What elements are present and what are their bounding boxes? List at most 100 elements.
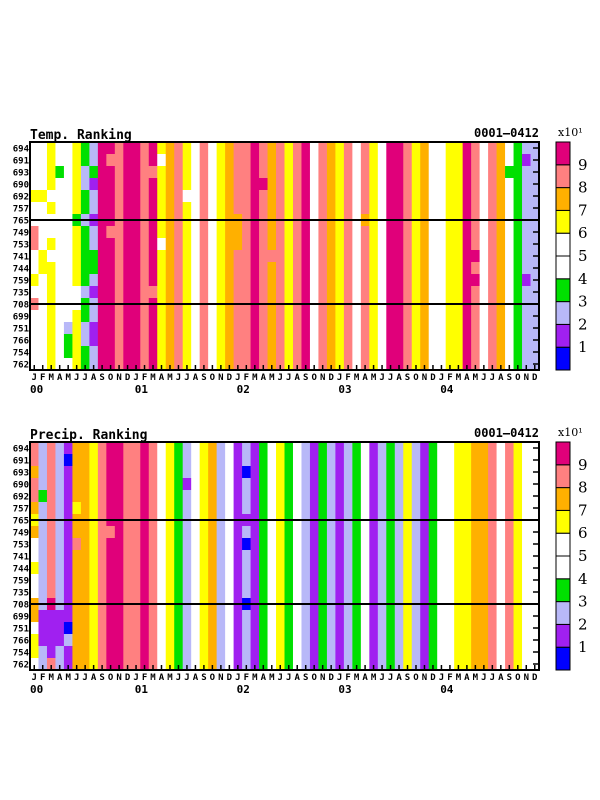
heatmap-cell (326, 658, 336, 671)
heatmap-cell (225, 490, 235, 503)
heatmap-cell (63, 550, 74, 563)
heatmap-cell (208, 322, 218, 335)
heatmap-cell (38, 646, 48, 659)
heatmap-cell (259, 142, 269, 155)
heatmap-cell (462, 562, 472, 575)
heatmap-cell (411, 574, 421, 587)
heatmap-cell (292, 154, 303, 167)
heatmap-cell (165, 526, 175, 539)
heatmap-cell (513, 142, 523, 155)
heatmap-cell (38, 466, 48, 479)
heatmap-cell (191, 358, 201, 371)
heatmap-cell (420, 322, 430, 335)
heatmap-cell (30, 190, 40, 203)
heatmap-cell (522, 550, 532, 563)
x-month-label: F (244, 373, 249, 383)
heatmap-cell (165, 226, 175, 239)
heatmap-cell (182, 142, 192, 155)
heatmap-cell (106, 154, 116, 167)
heatmap-cell (131, 154, 141, 167)
heatmap-cell (89, 286, 99, 299)
heatmap-cell (428, 262, 438, 275)
heatmap-cell (488, 454, 498, 467)
heatmap-cell (259, 550, 269, 563)
heatmap-cell (479, 442, 489, 455)
heatmap-cell (225, 646, 235, 659)
heatmap-cell (445, 334, 455, 347)
heatmap-cell (284, 334, 294, 347)
heatmap-cell (420, 454, 430, 467)
heatmap-cell (80, 142, 90, 155)
heatmap-cell (233, 322, 243, 335)
heatmap-cell (292, 646, 303, 659)
heatmap-cell (369, 538, 379, 551)
heatmap-cell (174, 346, 184, 359)
heatmap-cell (157, 538, 167, 551)
heatmap-cell (462, 322, 472, 335)
y-label: 693 (13, 469, 29, 479)
heatmap-cell (292, 502, 303, 515)
heatmap-cell (208, 346, 218, 359)
chart-title: Precip. Ranking (30, 428, 147, 443)
heatmap-cell (97, 250, 107, 263)
heatmap-cell (208, 646, 218, 659)
heatmap-cell (165, 550, 175, 563)
heatmap-cell (46, 646, 57, 659)
heatmap-cell (38, 346, 48, 359)
heatmap-cell (522, 322, 532, 335)
heatmap-cell (165, 346, 175, 359)
heatmap-cell (326, 190, 336, 203)
heatmap-cell (445, 286, 455, 299)
y-label: 749 (13, 529, 29, 539)
x-year-label: 03 (338, 383, 351, 396)
heatmap-cell (30, 358, 40, 371)
heatmap-cell (292, 538, 303, 551)
colorbar-label: 5 (578, 547, 588, 565)
heatmap-cell (46, 526, 57, 539)
heatmap-cell (30, 202, 40, 215)
heatmap-cell (208, 166, 218, 179)
heatmap-cell (428, 502, 438, 515)
heatmap-cell (114, 562, 124, 575)
x-month-label: S (99, 373, 104, 383)
heatmap-cell (513, 526, 523, 539)
heatmap-cell (250, 274, 260, 287)
heatmap-cell (38, 562, 48, 575)
heatmap-cell (30, 646, 40, 659)
heatmap-cell (233, 526, 243, 539)
heatmap-cell (360, 442, 370, 455)
heatmap-cell (80, 154, 90, 167)
heatmap-cell (301, 286, 311, 299)
heatmap-cell (343, 190, 353, 203)
x-month-label: D (430, 673, 436, 683)
heatmap-cell (309, 610, 320, 623)
heatmap-cell (191, 538, 201, 551)
heatmap-cell (72, 334, 82, 347)
heatmap-cell (89, 142, 99, 155)
heatmap-cell (369, 142, 379, 155)
heatmap-cell (46, 154, 57, 167)
x-month-label: M (456, 373, 462, 383)
heatmap-cell (123, 538, 133, 551)
heatmap-cell (106, 142, 116, 155)
heatmap-cell (394, 574, 404, 587)
heatmap-cell (454, 490, 464, 503)
heatmap-cell (496, 622, 506, 635)
heatmap-cell (233, 238, 243, 251)
heatmap-cell (123, 574, 133, 587)
heatmap-cell (123, 610, 133, 623)
heatmap-cell (114, 586, 124, 599)
heatmap-cell (250, 226, 260, 239)
heatmap-cell (386, 154, 396, 167)
heatmap-cell (174, 334, 184, 347)
heatmap-cell (174, 190, 184, 203)
heatmap-cell (309, 466, 320, 479)
heatmap-cell (250, 358, 260, 371)
heatmap-cell (72, 502, 82, 515)
heatmap-cell (267, 226, 277, 239)
heatmap-cell (301, 346, 311, 359)
heatmap-cell (199, 154, 209, 167)
heatmap-cell (301, 466, 311, 479)
heatmap-cell (140, 286, 150, 299)
heatmap-cell (343, 502, 353, 515)
